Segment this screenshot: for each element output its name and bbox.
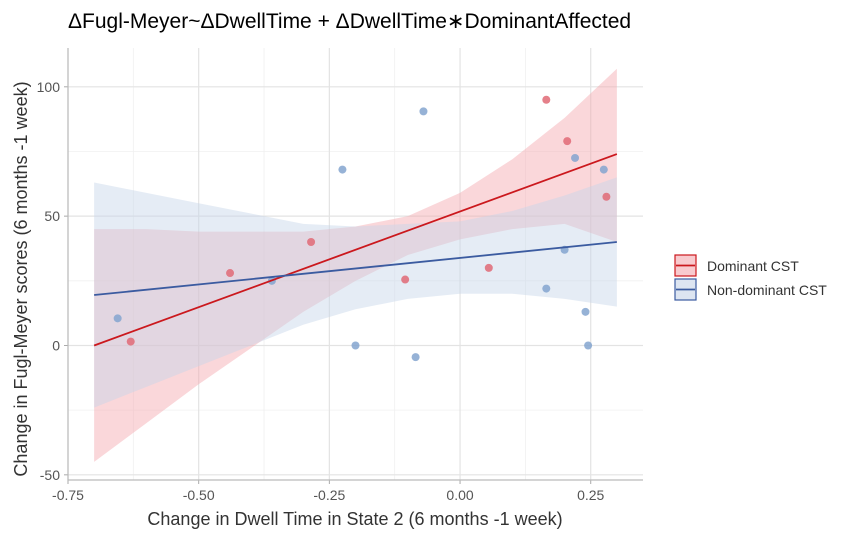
confidence-band-series-0 [94,68,617,462]
data-point-series-0 [563,137,572,146]
data-point-series-0 [126,337,135,346]
x-tick-label: -0.75 [52,487,84,503]
data-point-series-1 [581,307,590,316]
data-point-series-0 [542,95,551,104]
legend-label-series-0: Dominant CST [707,258,799,274]
data-point-series-0 [226,269,235,278]
y-axis: -50 0 50 100 [37,48,69,483]
x-tick-label: -0.25 [313,487,345,503]
data-point-series-0 [602,192,611,201]
x-axis: -0.75 -0.50 -0.25 0.00 0.25 [52,479,643,503]
y-tick-label: 100 [37,79,61,95]
data-point-series-0 [484,263,493,272]
confidence-band-series-1 [94,177,617,408]
data-point-series-0 [307,238,316,247]
plot-panel [67,48,643,480]
x-tick-label: 0.00 [446,487,473,503]
chart-title: ΔFugl-Meyer~ΔDwellTime + ΔDwellTime∗Domi… [68,10,631,33]
x-tick-label: -0.50 [183,487,215,503]
data-point-series-1 [584,341,593,350]
data-point-series-1 [338,165,347,174]
y-tick-label: -50 [40,467,60,483]
data-point-series-1 [419,107,428,116]
data-point-series-1 [351,341,360,350]
y-axis-title: Change in Fugl-Meyer scores (6 months -1… [11,81,31,476]
fit-line-series-1 [94,241,617,296]
x-axis-title: Change in Dwell Time in State 2 (6 month… [147,509,562,529]
data-point-series-1 [113,314,122,323]
x-tick-label: 0.25 [577,487,604,503]
legend: Dominant CST Non-dominant CST [674,254,827,301]
data-point-series-1 [542,284,551,293]
data-point-series-1 [599,165,608,174]
y-tick-label: 50 [44,208,60,224]
data-point-series-0 [401,275,410,284]
legend-label-series-1: Non-dominant CST [707,282,827,298]
y-tick-label: 0 [52,337,60,353]
data-point-series-1 [411,353,420,362]
data-point-series-1 [571,153,580,162]
fit-line-series-0 [93,153,618,347]
